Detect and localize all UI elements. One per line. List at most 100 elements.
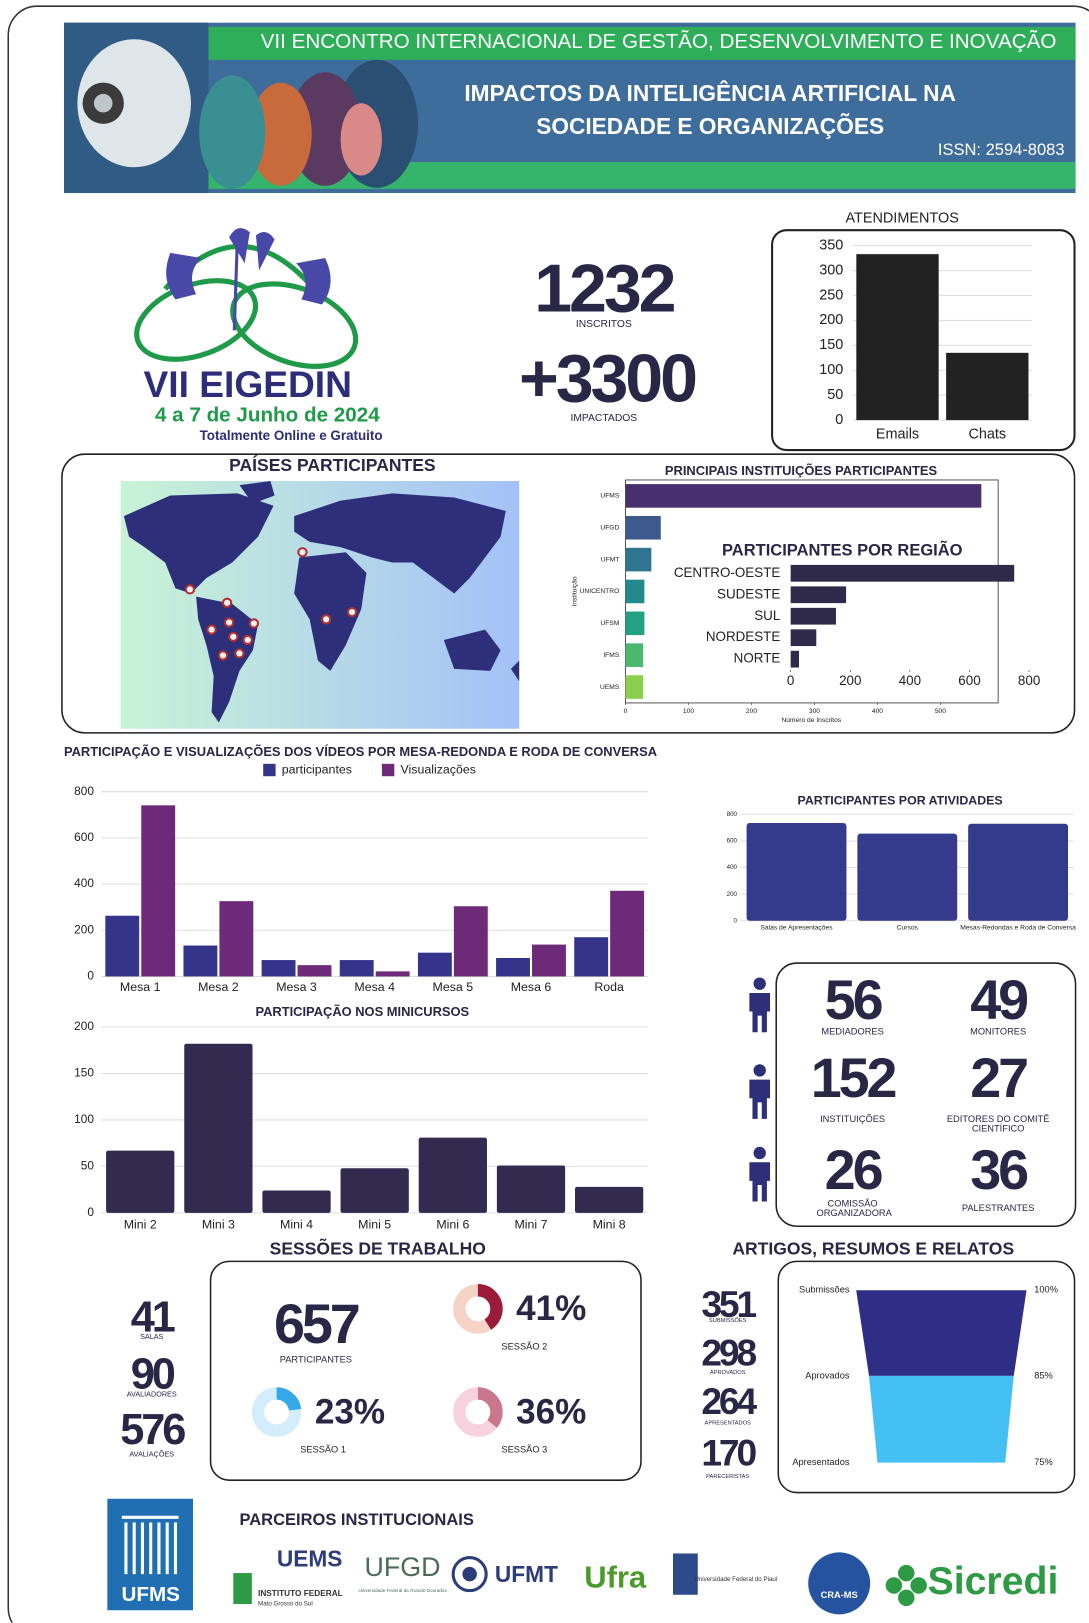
bar: [340, 960, 374, 976]
y-tick-label: 200: [819, 312, 843, 328]
partner-logo: Mato Grosso do Sul: [258, 1601, 313, 1608]
infographic: VII ENCONTRO INTERNACIONAL DE GESTÃO, DE…: [0, 0, 1089, 1623]
stat-label: PALESTRANTES: [936, 1204, 1060, 1213]
x-tick-label: Mini 6: [436, 1217, 469, 1231]
stat-value: 298: [676, 1335, 779, 1372]
stat-value: 27: [926, 1051, 1071, 1107]
stat-value: 152: [780, 1051, 925, 1107]
banner-title: SOCIEDADE E ORGANIZAÇÕES: [536, 113, 884, 139]
x-tick-label: Mesa 2: [198, 980, 239, 994]
bar: [857, 834, 957, 921]
x-tick-label: Mesa 1: [120, 980, 161, 994]
bar: [496, 958, 530, 976]
stat-value: +3300: [483, 344, 731, 412]
x-tick-label: Mesa 3: [276, 980, 317, 994]
bar: [791, 608, 836, 625]
y-tick-label: 400: [74, 876, 94, 890]
legend-label: participantes: [282, 762, 352, 776]
x-tick-label: 100: [683, 708, 694, 715]
x-tick-label: 600: [958, 673, 980, 688]
stat-label: MEDIADORES: [791, 1027, 915, 1036]
stat-value: 36: [926, 1143, 1071, 1199]
y-tick-label: 100: [74, 1112, 94, 1126]
y-tick-label: 400: [727, 864, 738, 871]
bar: [946, 353, 1028, 420]
legend-swatch: [263, 764, 275, 776]
bar: [626, 548, 652, 572]
bar: [791, 586, 846, 603]
y-tick-label: NORTE: [734, 651, 781, 666]
bar: [610, 891, 644, 977]
x-tick-label: Mesa 6: [511, 980, 552, 994]
bar: [626, 612, 645, 636]
y-tick-label: 200: [74, 922, 94, 936]
logo-art: [126, 237, 367, 382]
partner-logo: CRA-MS: [821, 1590, 858, 1600]
x-tick-label: Cursos: [897, 925, 919, 932]
bar: [454, 906, 488, 976]
stat-value: 576: [95, 1408, 209, 1451]
donut-value: 41%: [516, 1289, 586, 1328]
section-title: PAÍSES PARTICIPANTES: [229, 454, 436, 475]
stat-label: AVALIAÇÕES: [95, 1451, 209, 1458]
partner-logo: UFMS: [121, 1583, 179, 1606]
y-tick-label: UFSM: [600, 620, 619, 627]
y-tick-label: 50: [827, 387, 843, 403]
x-tick-label: 400: [899, 673, 921, 688]
bar: [791, 565, 1015, 582]
stat-label: INSTITUIÇÕES: [791, 1115, 915, 1124]
x-tick-label: Emails: [876, 426, 919, 442]
y-tick-label: IFMS: [603, 652, 620, 659]
y-tick-label: UFMS: [600, 493, 619, 500]
section-title: PARCEIROS INSTITUCIONAIS: [239, 1511, 473, 1529]
bar: [106, 1151, 174, 1213]
stat-label: APRESENTADOS: [676, 1421, 779, 1427]
bar: [497, 1165, 565, 1212]
x-tick-label: 0: [787, 673, 794, 688]
y-tick-label: 600: [727, 838, 738, 845]
y-tick-label: 350: [819, 237, 843, 253]
section-title: ARTIGOS, RESUMOS E RELATOS: [732, 1239, 1014, 1259]
bar: [419, 1138, 487, 1213]
bar: [532, 945, 566, 977]
x-tick-label: 200: [839, 673, 861, 688]
chart-title: ATENDIMENTOS: [845, 211, 958, 227]
stat-value: 90: [95, 1352, 209, 1395]
stat-label: COMISSÃO ORGANIZADORA: [816, 1199, 888, 1218]
bar: [574, 937, 608, 976]
x-tick-label: 0: [624, 708, 628, 715]
donut-value: 36%: [516, 1392, 586, 1431]
stat-value: 41: [95, 1295, 209, 1338]
stat-value: 26: [780, 1143, 925, 1199]
partner-logo: Ufra: [584, 1559, 647, 1594]
legend-swatch: [382, 764, 394, 776]
y-tick-label: 0: [87, 1205, 94, 1219]
partner-logo: UFGD: [365, 1552, 441, 1582]
y-tick-label: 800: [74, 784, 94, 798]
y-tick-label: 200: [74, 1019, 94, 1033]
y-tick-label: 100: [819, 362, 843, 378]
x-tick-label: Mini 2: [124, 1217, 157, 1231]
stat-value: 657: [238, 1296, 393, 1352]
stat-label: INSCRITOS: [542, 320, 666, 330]
bar: [105, 916, 139, 977]
y-tick-label: 0: [835, 412, 843, 428]
x-tick-label: Mini 5: [358, 1217, 391, 1231]
chart-title: PARTICIPANTES POR ATIVIDADES: [798, 793, 1003, 807]
stat-value: 49: [926, 972, 1071, 1028]
issn: ISSN: 2594-8083: [938, 141, 1065, 159]
x-tick-label: Mini 3: [202, 1217, 235, 1231]
y-tick-label: 250: [819, 287, 843, 303]
funnel-stage: Submissões: [799, 1285, 850, 1295]
bar: [968, 824, 1068, 921]
stat-label: PARTICIPANTES: [254, 1355, 378, 1364]
stat-label: IMPACTADOS: [542, 414, 666, 424]
bar: [298, 965, 332, 976]
funnel-stage: Apresentados: [792, 1457, 850, 1467]
funnel-value: 75%: [1034, 1457, 1053, 1467]
stat-value: 264: [676, 1383, 779, 1420]
y-tick-label: UFGD: [600, 525, 619, 532]
stat-label: AVALIADORES: [95, 1391, 209, 1398]
logo-name: VII EIGEDIN: [144, 363, 352, 405]
y-tick-label: CENTRO-OESTE: [674, 565, 781, 580]
